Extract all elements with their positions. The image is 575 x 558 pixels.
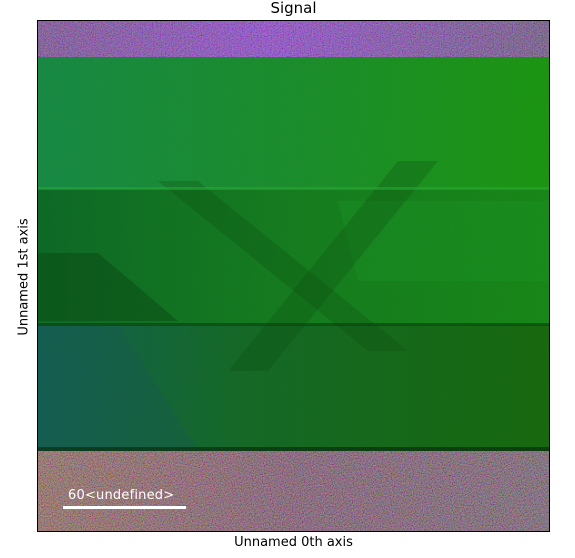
heatmap-image: 60<undefined> (37, 20, 550, 532)
y-axis-label: Unnamed 1st axis (16, 218, 32, 336)
chart-title: Signal (270, 0, 317, 17)
x-axis-label: Unnamed 0th axis (234, 535, 353, 550)
scalebar (63, 506, 186, 509)
heatmap-svg (38, 21, 549, 531)
scalebar-label: 60<undefined> (68, 488, 175, 503)
